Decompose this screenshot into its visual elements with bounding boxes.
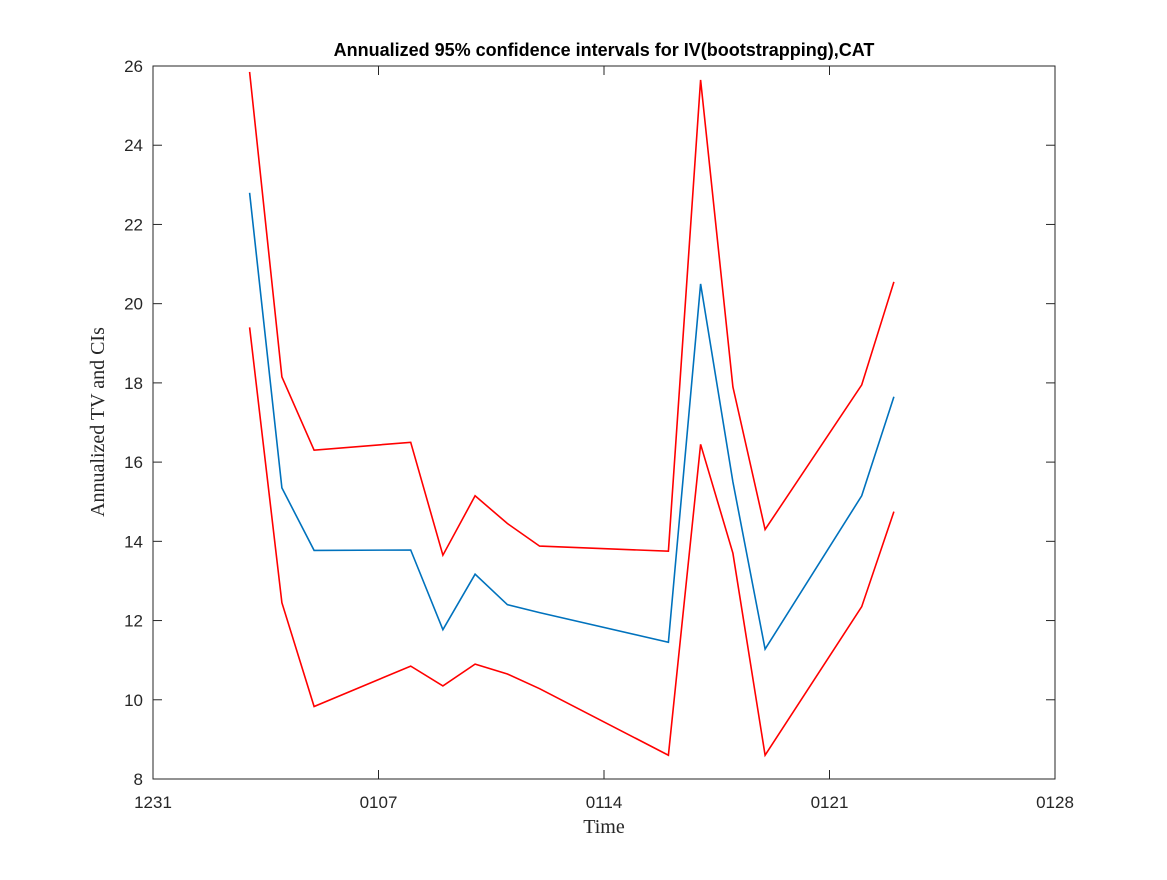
series-line-2 <box>248 192 895 652</box>
series-line-3 <box>248 327 895 758</box>
x-axis-label: Time <box>583 816 625 838</box>
y-tick-label: 14 <box>124 532 143 551</box>
chart-title: Annualized 95% confidence intervals for … <box>334 40 875 60</box>
y-axis-label: Annualized TV and CIs <box>87 327 109 517</box>
y-tick-label: 20 <box>124 295 143 314</box>
y-tick-label: 24 <box>124 136 143 155</box>
y-tick-label: 18 <box>124 374 143 393</box>
plot-frame <box>152 65 1056 780</box>
y-tick-label: 22 <box>124 215 143 234</box>
y-tick-label: 16 <box>124 453 143 472</box>
series-line-1 <box>248 71 895 558</box>
series-layer <box>248 71 895 758</box>
x-tick-label: 0128 <box>1036 793 1074 812</box>
y-tick-label: 8 <box>134 770 143 789</box>
ticks-layer: 8 10 12 14 16 18 20 22 24 26 1231 0107 0114 0121 0128 <box>124 57 1074 812</box>
x-tick-label: 0121 <box>811 793 849 812</box>
y-tick-label: 10 <box>124 691 143 710</box>
y-tick-label: 12 <box>124 612 143 631</box>
x-tick-label: 0107 <box>360 793 398 812</box>
x-tick-label: 1231 <box>134 793 172 812</box>
y-tick-label: 26 <box>124 57 143 76</box>
x-tick-label: 0114 <box>586 793 623 812</box>
plot-background <box>153 66 1055 779</box>
